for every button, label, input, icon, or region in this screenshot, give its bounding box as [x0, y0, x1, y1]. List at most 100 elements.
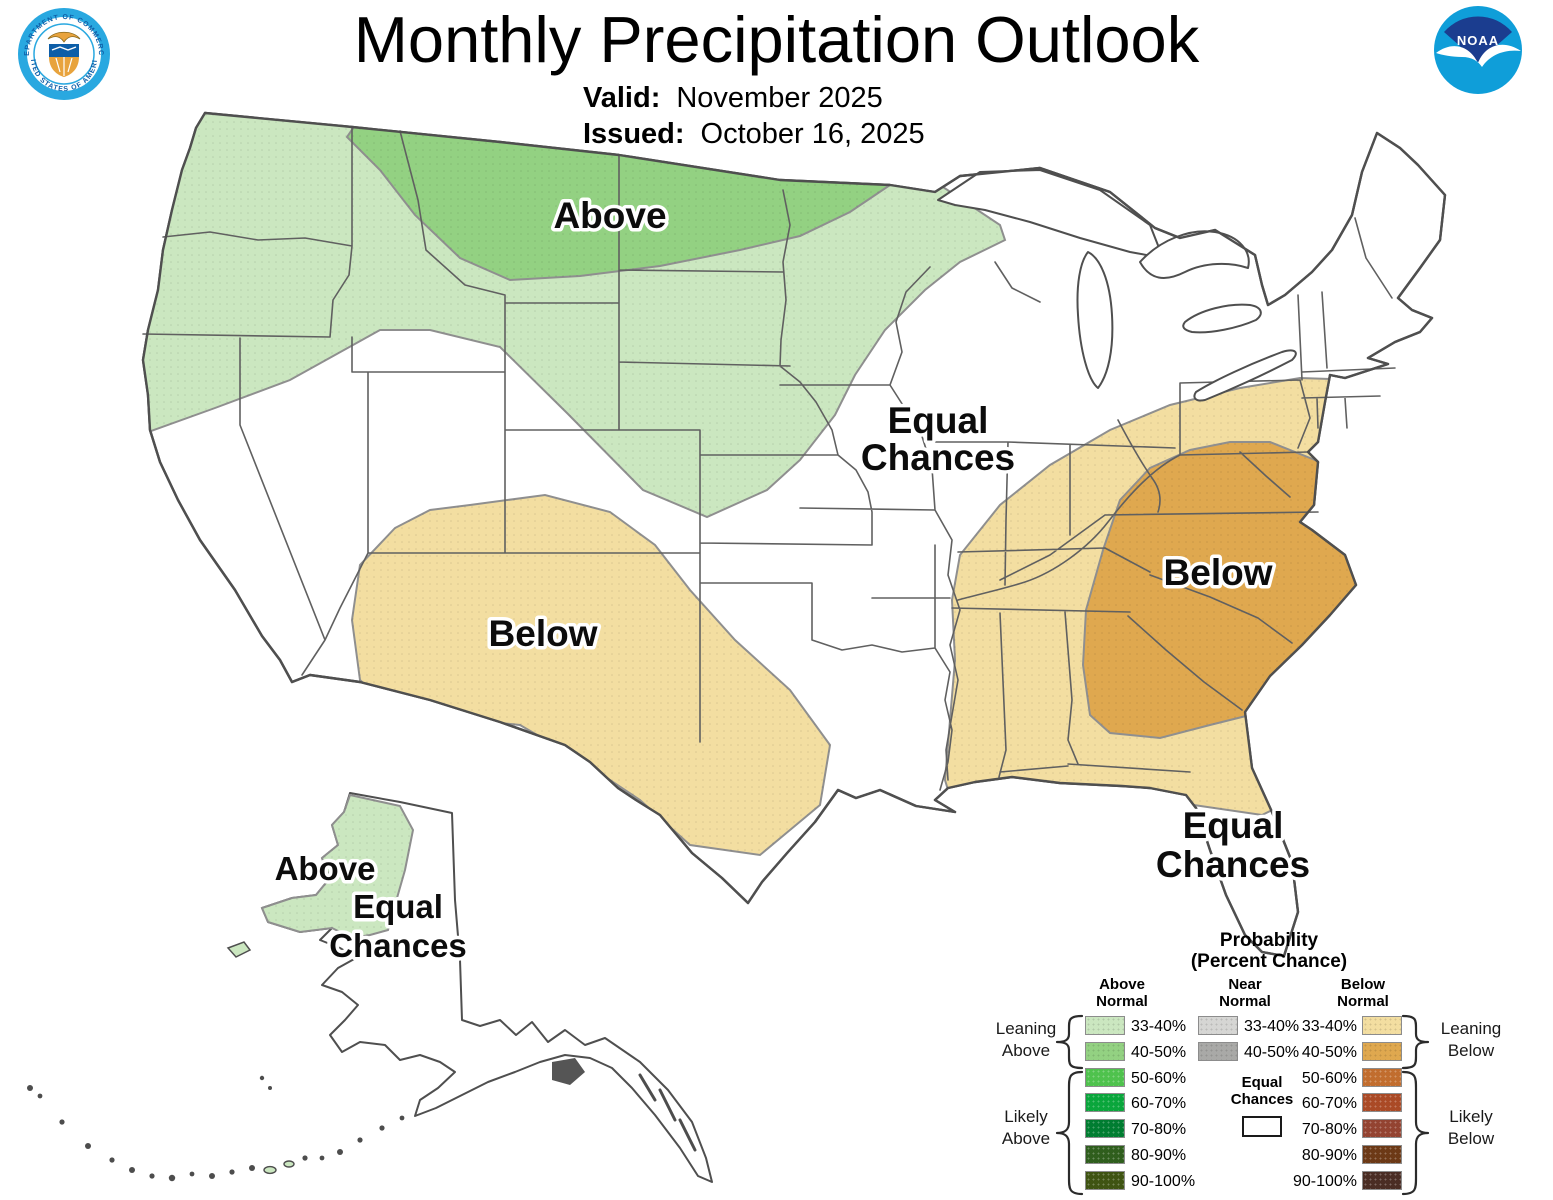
- issued-label: Issued:: [583, 118, 685, 150]
- legend-label-above-2: 50-60%: [1131, 1069, 1187, 1087]
- legend-likely-below: Likely Below: [1425, 1106, 1517, 1150]
- legend-label-below-1: 40-50%: [1301, 1043, 1357, 1061]
- legend-swatch-below-3: [1362, 1093, 1402, 1113]
- legend-label-above-4: 70-80%: [1131, 1121, 1187, 1139]
- legend-swatch-above-0: [1085, 1016, 1125, 1035]
- legend-swatch-above-5: [1085, 1145, 1125, 1164]
- legend-swatch-near-0: [1198, 1016, 1238, 1035]
- legend-header-near: Near Normal: [1195, 976, 1295, 1010]
- st-lawrence-island: [226, 941, 252, 958]
- legend-label-above-3: 60-70%: [1131, 1095, 1187, 1113]
- alaska: [27, 792, 713, 1183]
- doc-eagle-icon: [47, 31, 81, 43]
- legend-header-above: Above Normal: [1072, 976, 1172, 1010]
- noaa-wordmark: NOAA: [1457, 33, 1499, 48]
- legend-swatch-below-5: [1362, 1145, 1402, 1164]
- state-boundaries: [142, 126, 1396, 791]
- leaning-below-line1: Leaning: [1440, 1019, 1502, 1038]
- above-normal-line1: Above: [1099, 976, 1145, 993]
- equal-chances-line2: Chances: [1230, 1091, 1294, 1108]
- likely-below-line1: Likely: [1449, 1107, 1493, 1126]
- brace-likely-above: [1055, 1070, 1084, 1196]
- legend-label-above-6: 90-100%: [1131, 1172, 1196, 1190]
- legend-label-above-1: 40-50%: [1131, 1043, 1187, 1061]
- green-aleutian-island: [263, 1165, 277, 1175]
- noaa-seagull-icon: [1436, 44, 1521, 67]
- label-north-above: Above: [553, 195, 666, 236]
- likely-below-line2: Below: [1447, 1129, 1495, 1148]
- brace-leaning-above: [1055, 1014, 1084, 1070]
- label-southwest-below: Below: [489, 613, 598, 654]
- kodiak-island: [552, 1058, 585, 1085]
- lake-ontario: [1182, 303, 1262, 334]
- page-title: Monthly Precipitation Outlook: [353, 3, 1200, 76]
- legend-label-above-0: 33-40%: [1131, 1018, 1187, 1035]
- label-southeast-below: Below: [1164, 552, 1273, 593]
- legend-likely-above: Likely Above: [980, 1106, 1072, 1150]
- issue-block: Valid: November 2025 Issued: October 16, 2…: [583, 80, 925, 152]
- legend-title-line1: Probability: [1219, 930, 1319, 951]
- leaning-above-line2: Above: [1001, 1041, 1051, 1060]
- lake-michigan: [1076, 251, 1114, 389]
- legend-swatch-above-2: [1085, 1067, 1125, 1087]
- legend-swatch-below-0: [1362, 1016, 1402, 1035]
- label-alaska-equal-1: Equal: [353, 888, 443, 925]
- likely-above-line1: Likely: [1004, 1107, 1048, 1126]
- legend-label-below-6: 90-100%: [1292, 1172, 1357, 1190]
- above-normal-line2: Normal: [1096, 993, 1148, 1010]
- issued-value: October 16, 2025: [700, 118, 925, 150]
- legend-label-near-0: 33-40%: [1244, 1018, 1300, 1035]
- near-normal-line2: Normal: [1219, 993, 1271, 1010]
- label-alaska-above: Above: [275, 850, 376, 887]
- label-midwest-equal-1: Equal: [888, 400, 989, 441]
- label-florida-equal-1: Equal: [1183, 805, 1284, 846]
- leaning-above-line1: Leaning: [995, 1019, 1057, 1038]
- legend-braces: [1055, 1014, 1430, 1196]
- legend-leaning-below: Leaning Below: [1425, 1018, 1517, 1062]
- brace-likely-below: [1401, 1070, 1430, 1196]
- brace-leaning-below: [1401, 1014, 1430, 1070]
- valid-value: November 2025: [676, 82, 883, 114]
- doc-shield-rays: [55, 57, 73, 76]
- valid-line: Valid: November 2025: [583, 80, 925, 116]
- legend-swatch-above-4: [1085, 1119, 1125, 1139]
- label-alaska-equal-2: Chances: [329, 927, 467, 964]
- legend-swatch-near-1: [1198, 1041, 1238, 1061]
- legend-label-below-0: 33-40%: [1301, 1018, 1357, 1035]
- equal-chances-swatch: [1242, 1116, 1282, 1137]
- leaning-below-line2: Below: [1447, 1041, 1495, 1060]
- legend-swatch-below-6: [1362, 1170, 1402, 1190]
- legend-label-above-5: 80-90%: [1131, 1147, 1187, 1164]
- legend-swatch-above-1: [1085, 1041, 1125, 1061]
- legend-swatch-below-4: [1362, 1119, 1402, 1139]
- below-normal-line2: Normal: [1337, 993, 1389, 1010]
- legend-label-near-1: 40-50%: [1244, 1043, 1300, 1061]
- panhandle-islands: [638, 1073, 697, 1152]
- aleutian-islands: [27, 1075, 405, 1182]
- issued-line: Issued: October 16, 2025: [583, 116, 925, 152]
- legend-title: Probability (Percent Chance): [985, 930, 1553, 972]
- department-of-commerce-seal-icon: DEPARTMENT OF COMMERCE UNITED STATES OF …: [13, 1, 112, 107]
- near-normal-line1: Near: [1228, 976, 1262, 993]
- lake-huron: [1139, 230, 1250, 279]
- legend-equal-chances: Equal Chances: [1212, 1074, 1312, 1108]
- legend-leaning-above: Leaning Above: [980, 1018, 1072, 1062]
- equal-chances-line1: Equal: [1241, 1074, 1283, 1091]
- legend-label-below-2: 50-60%: [1301, 1069, 1357, 1087]
- legend-swatch-above-6: [1085, 1170, 1125, 1190]
- great-lakes: [937, 169, 1297, 402]
- legend-title-line2: (Percent Chance): [1190, 951, 1348, 972]
- valid-label: Valid:: [583, 82, 661, 114]
- legend-swatch-below-2: [1362, 1067, 1402, 1087]
- label-florida-equal-2: Chances: [1156, 844, 1310, 885]
- legend-swatch-above-3: [1085, 1093, 1125, 1113]
- legend: Probability (Percent Chance) Above Norma…: [985, 928, 1553, 1200]
- legend-header-below: Below Normal: [1313, 976, 1413, 1010]
- doc-shield-top: [49, 44, 79, 57]
- lake-erie: [1193, 349, 1297, 402]
- legend-label-below-4: 70-80%: [1301, 1121, 1357, 1139]
- legend-swatch-below-1: [1362, 1041, 1402, 1061]
- label-midwest-equal-2: Chances: [861, 437, 1015, 478]
